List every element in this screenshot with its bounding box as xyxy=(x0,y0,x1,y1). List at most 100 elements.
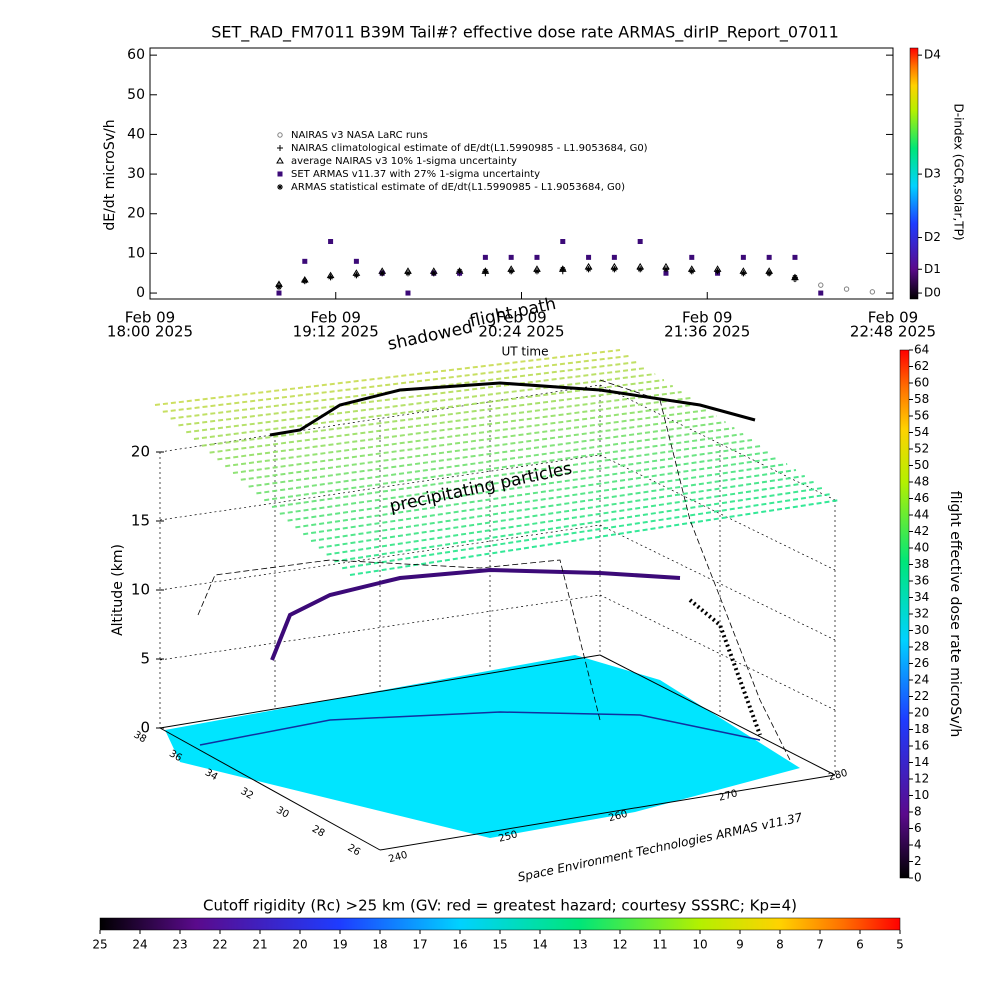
colorbar-tick-label: 42 xyxy=(914,524,929,538)
globe-panel: shadowed flight path precipitating parti… xyxy=(110,294,849,884)
colorbar-tick-label: 14 xyxy=(532,938,547,952)
particle-strand xyxy=(295,457,779,529)
colorbar-tick-label: 10 xyxy=(914,788,929,802)
flight-path-shadow xyxy=(269,381,756,437)
lat-tick-label: 28 xyxy=(310,824,327,840)
colorbar-tick-label: 16 xyxy=(452,938,467,952)
x-tick-label: 19:12 2025 xyxy=(293,323,379,341)
particle-strand xyxy=(186,373,656,434)
colorbar-tick-label: 28 xyxy=(914,640,929,654)
y-tick-label: 10 xyxy=(127,245,145,261)
marker xyxy=(404,270,411,277)
particle-strand xyxy=(264,433,744,502)
marker xyxy=(405,290,411,296)
y-tick-label: 20 xyxy=(127,206,145,222)
marker xyxy=(456,268,463,275)
colorbar-tick-label: 14 xyxy=(914,755,929,769)
particle-strand xyxy=(209,391,682,454)
x-tick-label: Feb 09 xyxy=(311,309,361,327)
lat-tick-label: 30 xyxy=(274,805,291,821)
particle-strand xyxy=(240,415,717,481)
x-tick-label: Feb 09 xyxy=(496,309,546,327)
marker xyxy=(328,239,334,245)
colorbar-tick-label: 10 xyxy=(692,938,707,952)
marker xyxy=(560,239,566,245)
lat-tick-label: 26 xyxy=(345,842,362,858)
marker xyxy=(534,254,540,260)
x-tick-label: 21:36 2025 xyxy=(664,323,750,341)
colorbar-tick-label: 52 xyxy=(914,442,929,456)
marker xyxy=(843,286,850,292)
particle-strand xyxy=(334,487,823,563)
particle-strand xyxy=(162,355,629,413)
lon-tick-label: 260 xyxy=(607,809,628,825)
particle-strand xyxy=(287,451,770,522)
projection-path xyxy=(197,559,601,721)
marker xyxy=(869,289,876,295)
particle-strand xyxy=(154,349,621,406)
particle-strand xyxy=(279,445,761,515)
lon-tick-label: 250 xyxy=(497,829,518,845)
colorbar-tick-label: 62 xyxy=(914,359,929,373)
marker xyxy=(301,278,308,285)
box-frame xyxy=(159,654,836,851)
colorbar-tick-label: 15 xyxy=(492,938,507,952)
marker xyxy=(637,239,643,245)
d-index-colorbar xyxy=(909,47,919,300)
marker xyxy=(430,270,437,277)
map-surface xyxy=(165,655,800,838)
lat-tick-label: 32 xyxy=(238,786,255,802)
colorbar-tick-label: 34 xyxy=(914,590,929,604)
marker xyxy=(508,268,515,275)
marker xyxy=(611,254,617,260)
colorbar-tick-label: 4 xyxy=(914,838,922,852)
colorbar-label: Cutoff rigidity (Rc) >25 km (GV: red = g… xyxy=(203,897,797,915)
particle-strand xyxy=(178,367,647,427)
marker xyxy=(559,266,566,273)
colorbar-tick-label: 22 xyxy=(914,689,929,703)
marker xyxy=(585,266,592,273)
colorbar-tick-label: 18 xyxy=(372,938,387,952)
x-tick-label: 20:24 2025 xyxy=(478,323,564,341)
marker xyxy=(740,254,746,260)
marker xyxy=(482,268,489,275)
colorbar-tick-label: 32 xyxy=(914,607,929,621)
particle-strand xyxy=(310,469,797,542)
marker xyxy=(277,184,283,190)
colorbar-tick-label: 18 xyxy=(914,722,929,736)
particle-strand xyxy=(248,421,726,488)
colorbar-tick-label: 30 xyxy=(914,623,929,637)
rigidity-colorbar xyxy=(99,917,901,931)
y-tick-label: 30 xyxy=(127,166,145,182)
marker xyxy=(689,254,695,260)
y2-tick-label: D2 xyxy=(924,230,941,244)
legend-label: ARMAS statistical estimate of dE/dt(L1.5… xyxy=(291,182,625,193)
particle-strand xyxy=(201,385,673,447)
colorbar-tick-label: 40 xyxy=(914,541,929,555)
z-axis-label: Altitude (km) xyxy=(110,544,126,636)
colorbar-tick-label: 12 xyxy=(914,772,929,786)
colorbar-tick-label: 44 xyxy=(914,508,929,522)
marker xyxy=(276,290,282,296)
colorbar-tick-label: 16 xyxy=(914,739,929,753)
marker xyxy=(277,145,283,151)
y-tick-label: 0 xyxy=(136,285,145,301)
y2-tick-label: D4 xyxy=(924,48,941,62)
x-tick-label: Feb 09 xyxy=(868,309,918,327)
colorbar-tick-label: 48 xyxy=(914,475,929,489)
colorbar-tick-label: 8 xyxy=(914,805,922,819)
legend-label: NAIRAS climatological estimate of dE/dt(… xyxy=(291,143,648,154)
colorbar-tick-label: 26 xyxy=(914,656,929,670)
chart-title: SET_RAD_FM7011 B39M Tail#? effective dos… xyxy=(211,23,839,43)
marker xyxy=(688,268,695,275)
z-tick-label: 0 xyxy=(140,719,150,737)
marker xyxy=(766,254,772,260)
marker xyxy=(302,258,308,264)
y2-axis-label: D-index (GCR,solar,TP) xyxy=(952,103,966,240)
colorbar-tick-label: 36 xyxy=(914,574,929,588)
flight-path xyxy=(270,567,681,661)
colorbar-tick-label: 5 xyxy=(896,938,904,952)
marker xyxy=(586,254,592,260)
colorbar-tick-label: 25 xyxy=(92,938,107,952)
